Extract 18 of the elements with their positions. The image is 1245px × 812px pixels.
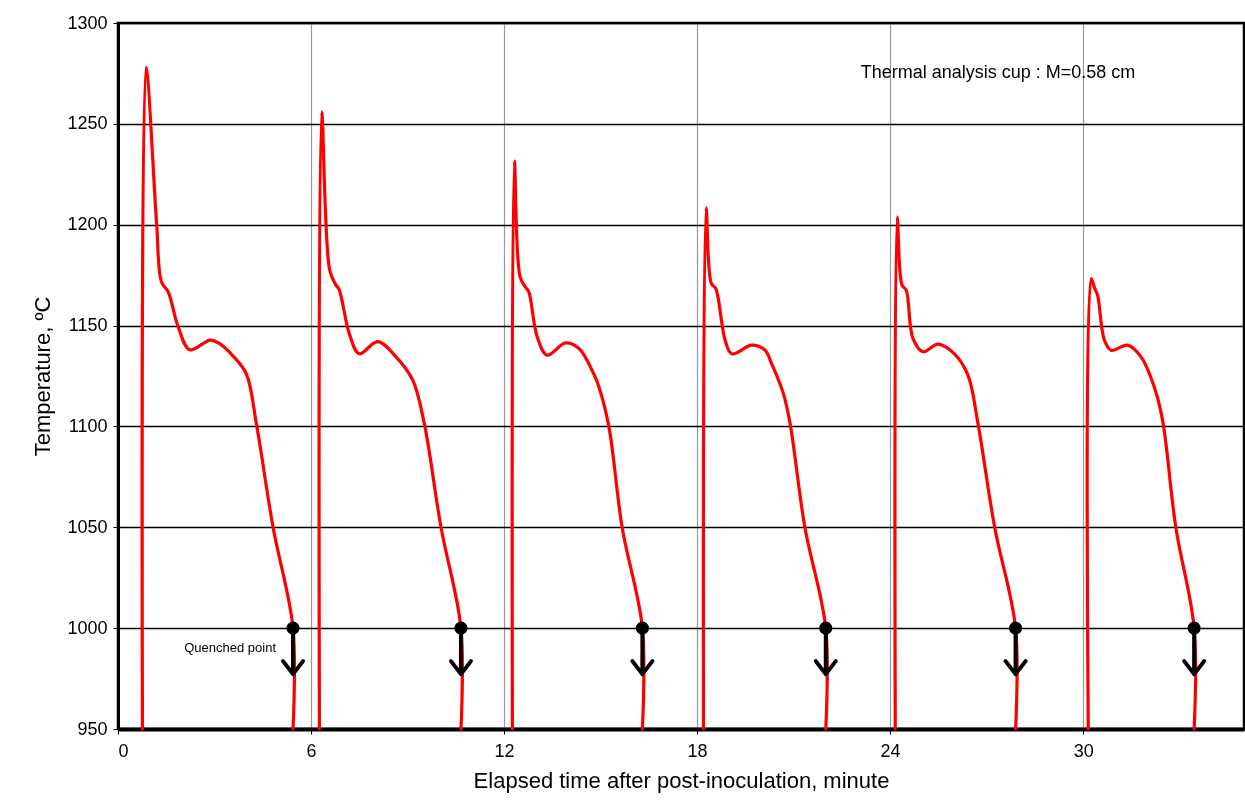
x-tick-label: 24 [880, 740, 901, 761]
annotation: Quenched point [184, 640, 277, 656]
x-tick-label: 12 [494, 740, 515, 761]
annotation: Thermal analysis cup : M=0.58 cm [860, 62, 1136, 82]
y-tick-label: 1300 [67, 12, 108, 33]
y-tick-label: 1200 [67, 214, 108, 235]
y-tick-label: 1250 [67, 113, 108, 134]
x-tick-label: 30 [1073, 740, 1094, 761]
y-tick-label: 1050 [67, 516, 108, 537]
y-tick-label: 1100 [68, 415, 108, 436]
x-tick-label: 0 [118, 740, 129, 761]
x-tick-label: 18 [687, 740, 708, 761]
y-tick-label: 950 [77, 718, 108, 739]
x-tick-label: 6 [306, 740, 317, 761]
x-axis-title: Elapsed time after post-inoculation, minute [473, 767, 890, 793]
y-tick-label: 1000 [67, 617, 108, 638]
y-axis-title: Temperature, ºC [30, 296, 56, 457]
y-tick-label: 1150 [68, 315, 108, 336]
